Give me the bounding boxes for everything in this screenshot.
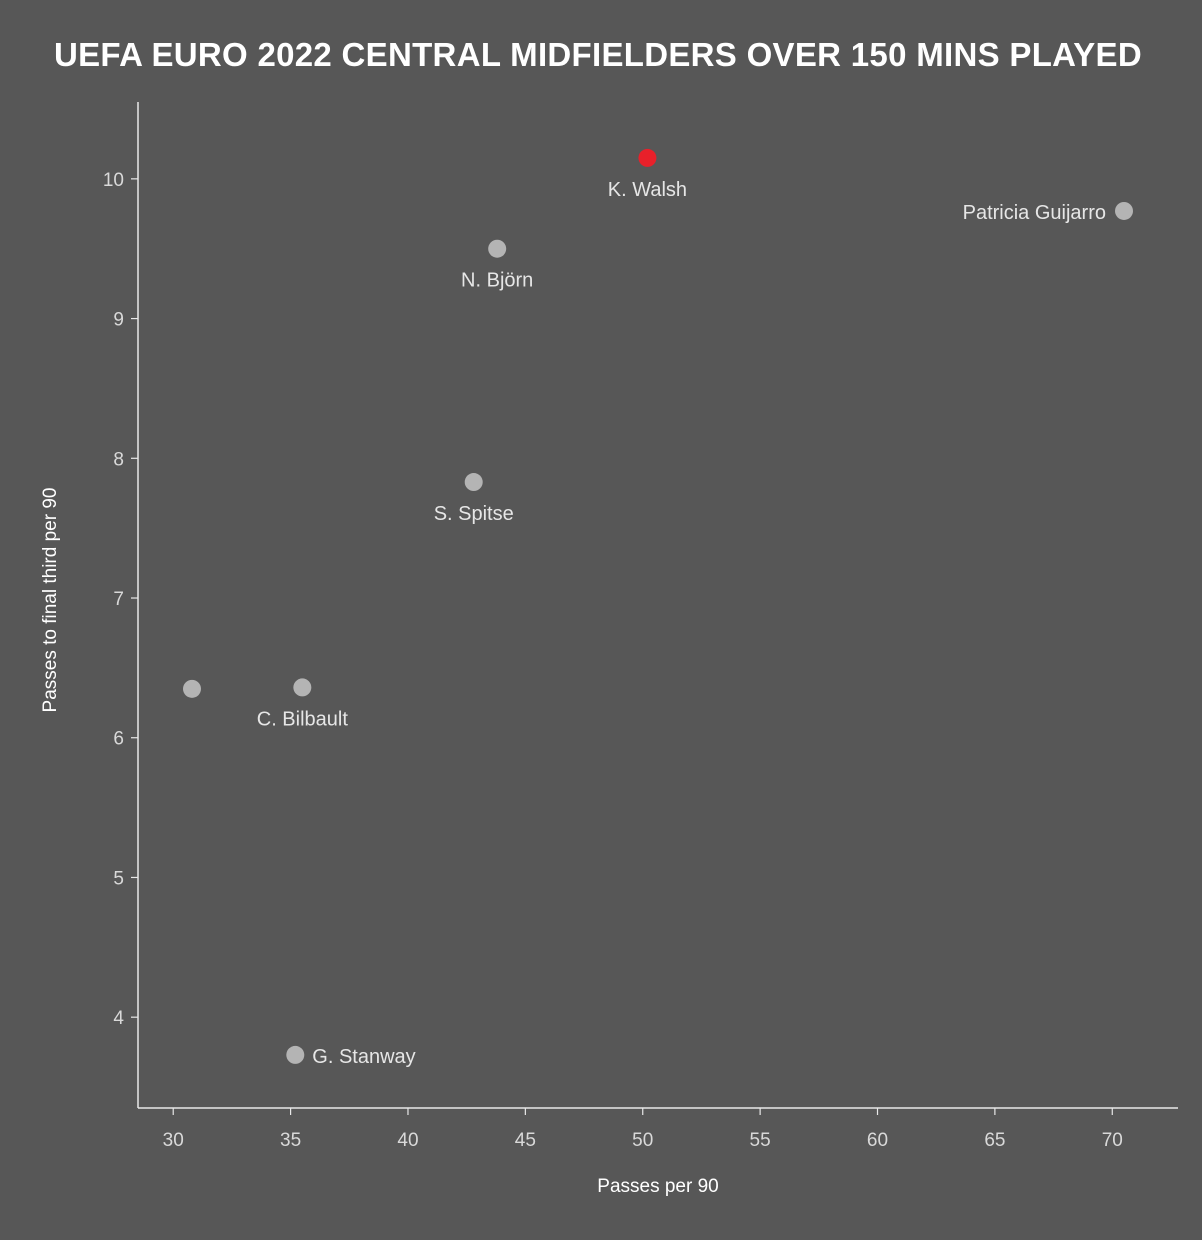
y-tick-label: 6 bbox=[113, 729, 124, 750]
x-tick-label: 35 bbox=[280, 1130, 301, 1151]
y-tick-label: 9 bbox=[113, 310, 124, 331]
y-tick-label: 8 bbox=[113, 449, 124, 470]
x-tick-label: 30 bbox=[163, 1130, 184, 1151]
data-point-label: K. Walsh bbox=[608, 179, 687, 201]
chart-title: UEFA EURO 2022 CENTRAL MIDFIELDERS OVER … bbox=[53, 36, 1143, 73]
y-tick-label: 7 bbox=[113, 589, 124, 610]
data-point-label: N. Björn bbox=[461, 270, 533, 292]
data-point bbox=[638, 148, 657, 167]
y-axis-ticks: 4 5 6 7 8 9 10 bbox=[103, 170, 138, 1029]
data-point bbox=[293, 678, 312, 697]
x-axis-ticks: 30 35 40 45 50 55 60 65 70 bbox=[163, 1108, 1123, 1151]
x-tick-label: 55 bbox=[750, 1130, 771, 1151]
data-point bbox=[1115, 201, 1134, 220]
x-tick-label: 70 bbox=[1102, 1130, 1123, 1151]
x-tick-label: 40 bbox=[397, 1130, 418, 1151]
data-point bbox=[182, 679, 201, 698]
data-point bbox=[488, 239, 507, 258]
x-tick-label: 60 bbox=[867, 1130, 888, 1151]
axes bbox=[137, 102, 1178, 1109]
data-point-label: G. Stanway bbox=[312, 1046, 415, 1068]
y-axis-title: Passes to final third per 90 bbox=[40, 488, 61, 713]
data-point bbox=[464, 473, 483, 492]
y-tick-label: 5 bbox=[113, 868, 124, 889]
x-tick-label: 65 bbox=[984, 1130, 1005, 1151]
data-point-label: C. Bilbault bbox=[257, 708, 349, 730]
x-tick-label: 45 bbox=[515, 1130, 536, 1151]
data-point-label: S. Spitse bbox=[434, 503, 514, 525]
y-tick-label: 4 bbox=[113, 1008, 124, 1029]
data-point-label: Patricia Guijarro bbox=[963, 202, 1106, 224]
x-tick-label: 50 bbox=[632, 1130, 653, 1151]
data-point bbox=[286, 1045, 305, 1064]
x-axis-title: Passes per 90 bbox=[597, 1176, 718, 1197]
y-tick-label: 10 bbox=[103, 170, 124, 191]
data-points: K. Walsh Patricia Guijarro N. Björn S. Spit… bbox=[182, 148, 1134, 1068]
